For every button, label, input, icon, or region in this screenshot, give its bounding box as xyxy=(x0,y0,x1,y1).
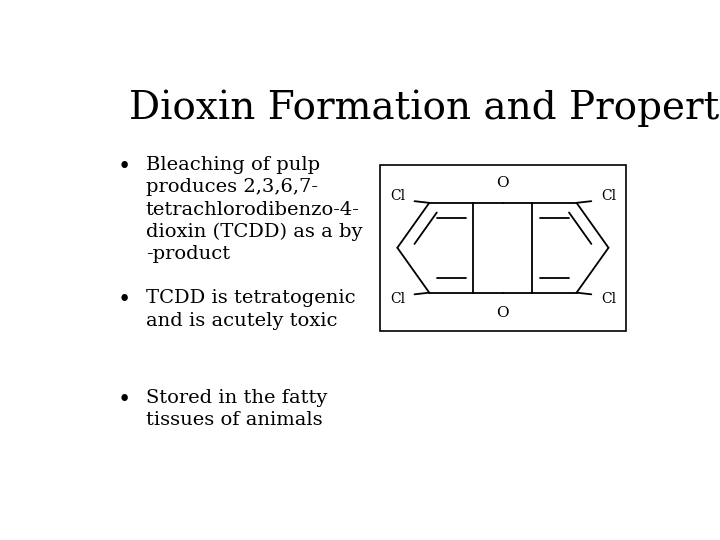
Text: Cl: Cl xyxy=(601,292,616,306)
Text: Cl: Cl xyxy=(390,189,405,203)
Text: Cl: Cl xyxy=(601,189,616,203)
Text: O: O xyxy=(497,176,509,190)
Text: Stored in the fatty
tissues of animals: Stored in the fatty tissues of animals xyxy=(145,389,327,429)
Text: •: • xyxy=(118,389,131,411)
Text: Cl: Cl xyxy=(390,292,405,306)
Text: •: • xyxy=(118,289,131,312)
Text: O: O xyxy=(497,306,509,320)
Bar xyxy=(380,165,626,331)
Text: TCDD is tetratogenic
and is acutely toxic: TCDD is tetratogenic and is acutely toxi… xyxy=(145,289,356,329)
Text: Dioxin Formation and Properties: Dioxin Formation and Properties xyxy=(129,90,720,127)
Text: Bleaching of pulp
produces 2,3,6,7-
tetrachlorodibenzo-4-
dioxin (TCDD) as a by
: Bleaching of pulp produces 2,3,6,7- tetr… xyxy=(145,156,362,264)
Text: •: • xyxy=(118,156,131,178)
